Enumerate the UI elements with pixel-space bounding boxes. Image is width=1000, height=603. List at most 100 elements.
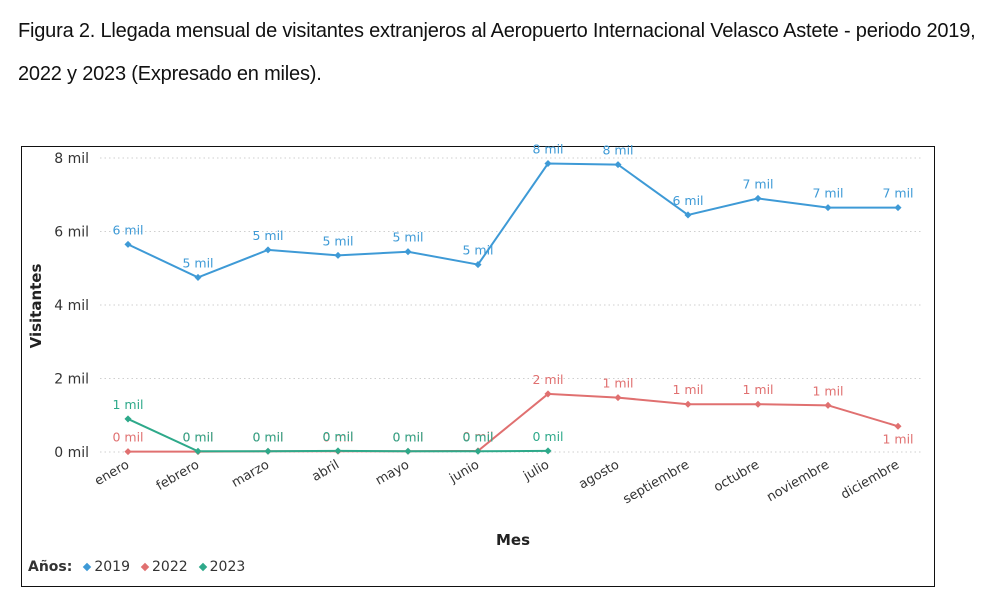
data-label: 0 mil (462, 429, 493, 444)
y-axis-title: Visitantes (27, 264, 45, 349)
data-label: 6 mil (112, 222, 143, 237)
y-tick-label: 8 mil (54, 151, 89, 167)
x-tick-label: mayo (373, 457, 412, 488)
data-label: 1 mil (742, 382, 773, 397)
data-point[interactable] (404, 447, 412, 455)
data-point[interactable] (684, 400, 692, 408)
y-tick-label: 6 mil (54, 225, 89, 241)
data-label: 1 mil (672, 382, 703, 397)
data-point[interactable] (614, 161, 622, 169)
data-label: 0 mil (532, 429, 563, 444)
data-point[interactable] (754, 400, 762, 408)
data-labels: 6 mil 5 mil 5 mil 5 mil 5 mil 5 mil 8 mil 8 mil… (112, 142, 913, 447)
data-label: 5 mil (322, 233, 353, 248)
data-point[interactable] (824, 204, 832, 212)
x-axis-ticks: enero febrero marzo abril mayo junio julio agos… (92, 457, 902, 507)
data-point[interactable] (754, 194, 762, 202)
x-tick-label: diciembre (839, 457, 902, 502)
legend-marker-2019 (83, 562, 92, 572)
data-label: 0 mil (322, 429, 353, 444)
data-point[interactable] (124, 240, 132, 248)
x-tick-label: septiembre (621, 457, 692, 507)
legend: Años: 2019 2022 2023 (28, 559, 251, 575)
data-label: 0 mil (392, 429, 423, 444)
data-point[interactable] (894, 422, 902, 430)
data-label: 5 mil (182, 255, 213, 270)
x-tick-label: agosto (576, 457, 622, 492)
caption-line-2: 2022 y 2023 (Expresado en miles). (18, 63, 322, 85)
data-label: 8 mil (532, 142, 563, 157)
data-label: 1 mil (112, 397, 143, 412)
x-tick-label: noviembre (764, 457, 832, 505)
data-label: 7 mil (882, 186, 913, 201)
x-tick-label: junio (446, 457, 482, 486)
data-label: 7 mil (812, 186, 843, 201)
x-tick-label: febrero (154, 457, 202, 493)
data-label: 0 mil (322, 429, 353, 444)
grid-lines (100, 157, 922, 453)
data-point[interactable] (544, 159, 552, 168)
caption-line-1: Figura 2. Llegada mensual de visitantes … (18, 20, 976, 42)
data-point[interactable] (194, 447, 202, 455)
data-point[interactable] (544, 390, 552, 398)
series-points (124, 159, 902, 456)
legend-label-2022: 2022 (152, 559, 188, 575)
data-label: 7 mil (742, 176, 773, 191)
legend-label-2023: 2023 (209, 559, 246, 575)
data-label: 5 mil (462, 243, 493, 258)
legend-item-2022[interactable]: 2022 (140, 559, 188, 575)
data-point[interactable] (404, 248, 412, 256)
data-label: 0 mil (392, 429, 423, 444)
data-label: 0 mil (112, 430, 143, 445)
data-point[interactable] (264, 246, 272, 254)
legend-label-2019: 2019 (94, 559, 130, 575)
data-label: 0 mil (252, 429, 283, 444)
data-point[interactable] (544, 447, 552, 455)
legend-item-2019[interactable]: 2019 (83, 559, 130, 575)
data-label: 5 mil (252, 228, 283, 243)
y-tick-label: 0 mil (54, 445, 89, 461)
data-label: 8 mil (602, 143, 633, 158)
data-point[interactable] (194, 273, 202, 281)
data-point[interactable] (334, 251, 342, 259)
data-label: 2 mil (532, 372, 563, 387)
data-label: 1 mil (882, 431, 913, 446)
data-label: 0 mil (182, 430, 213, 445)
x-tick-label: enero (92, 457, 132, 489)
data-point[interactable] (124, 448, 132, 456)
legend-marker-2023 (198, 562, 207, 572)
legend-title: Años: (28, 559, 73, 575)
series-line-2022 (128, 392, 899, 453)
series-line-2019 (127, 162, 898, 279)
figure-caption: Figura 2. Llegada mensual de visitantes … (18, 10, 993, 96)
data-label: 1 mil (602, 376, 633, 391)
x-axis-title: Mes (496, 531, 530, 549)
data-point[interactable] (614, 394, 622, 402)
data-point[interactable] (894, 204, 902, 212)
legend-item-2023[interactable]: 2023 (198, 559, 246, 575)
chart-frame (21, 146, 935, 587)
data-point[interactable] (474, 447, 482, 455)
data-label: 6 mil (672, 193, 703, 208)
data-label: 0 mil (462, 429, 493, 444)
legend-marker-2022 (140, 562, 150, 572)
y-tick-label: 2 mil (54, 372, 89, 388)
data-label: 5 mil (392, 230, 423, 245)
x-tick-label: octubre (711, 457, 762, 495)
y-tick-label: 4 mil (54, 298, 89, 314)
data-point[interactable] (474, 261, 482, 269)
series-lines (127, 162, 899, 453)
x-tick-label: julio (520, 457, 552, 484)
data-point[interactable] (334, 447, 342, 455)
data-point[interactable] (684, 211, 692, 219)
x-tick-label: abril (310, 457, 342, 484)
data-label: 0 mil (182, 429, 213, 444)
y-axis-ticks: 0 mil 2 mil 4 mil 6 mil 8 mil (54, 151, 89, 461)
data-point[interactable] (824, 401, 832, 409)
data-label: 1 mil (812, 383, 843, 398)
data-label: 0 mil (252, 429, 283, 444)
x-tick-label: marzo (229, 457, 272, 490)
data-point[interactable] (264, 447, 272, 455)
data-point[interactable] (124, 415, 132, 423)
